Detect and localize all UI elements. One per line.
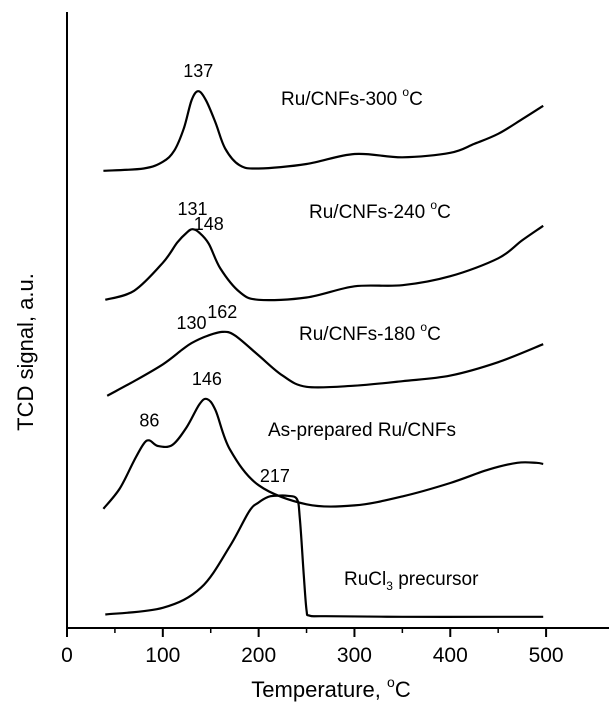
peak-label: 148 [194,214,224,234]
series-label-180: Ru/CNFs-180 oC [299,320,441,345]
peak-label: 137 [183,61,213,81]
series-line-3 [106,330,544,397]
peak-label: 146 [192,369,222,389]
series-line-4 [102,397,544,510]
series-line-1 [103,90,544,172]
peak-label: 131 [177,199,207,219]
series-label-240: Ru/CNFs-240 oC [309,198,451,223]
series-label-rucl3: RuCl3 precursor [344,569,479,593]
x-tick-label: 100 [145,644,180,667]
series-label-as-prepared: As-prepared Ru/CNFs [268,420,456,441]
x-tick-label: 0 [61,644,73,667]
x-tick-label: 400 [433,644,468,667]
series-line-2 [104,224,544,302]
peak-label: 217 [260,466,290,486]
x-ticks: 0 100 200 300 400 500 [61,628,564,667]
peak-label: 130 [177,313,207,333]
peak-label: 86 [139,410,159,430]
series-line-5 [105,494,544,618]
x-axis-title: Temperature, oC [251,674,411,702]
y-axis-title: TCD signal, a.u. [13,273,38,431]
x-tick-label: 500 [529,644,564,667]
series-label-300: Ru/CNFs-300 oC [281,85,423,110]
peak-label: 162 [207,302,237,322]
x-tick-label: 200 [241,644,276,667]
series-curves [102,90,544,618]
x-tick-label: 300 [337,644,372,667]
